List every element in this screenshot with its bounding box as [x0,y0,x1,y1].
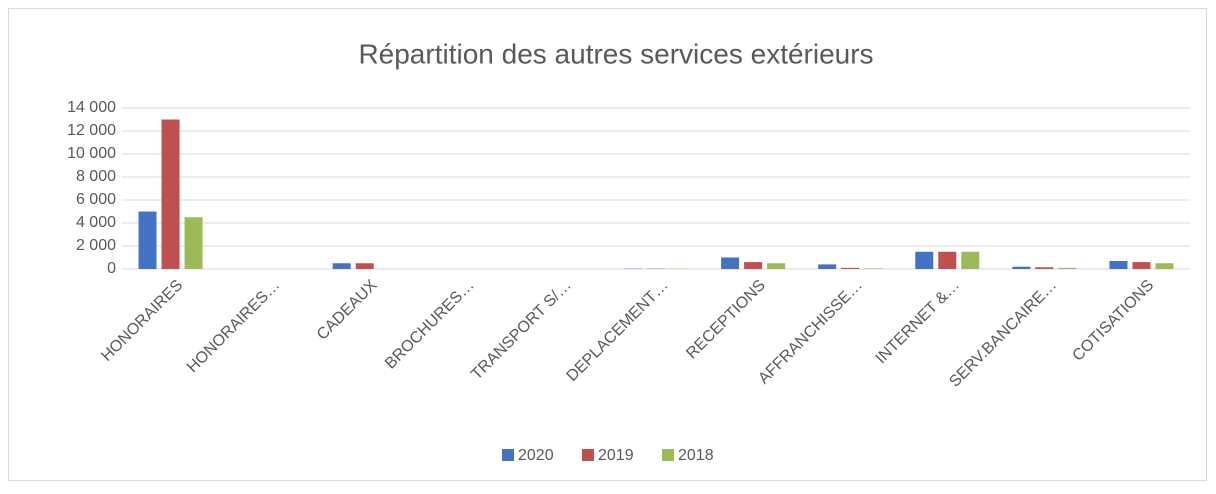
legend-swatch [582,449,594,461]
bar [1132,262,1150,269]
y-tick-label: 6 000 [76,191,116,208]
y-tick-label: 10 000 [67,145,116,162]
bar [767,263,785,269]
bar [938,252,956,269]
bar [721,258,739,270]
y-tick-label: 14 000 [67,99,116,116]
bar [333,263,351,269]
bar [818,264,836,269]
bar [185,217,203,269]
y-tick-label: 0 [107,260,116,277]
y-tick-label: 8 000 [76,168,116,185]
legend-swatch [662,449,674,461]
chart-title: Répartition des autres services extérieu… [358,38,873,69]
bar [1155,263,1173,269]
bar [744,262,762,269]
y-tick-label: 2 000 [76,237,116,254]
bar [1012,267,1030,269]
y-tick-label: 12 000 [67,122,116,139]
bar [841,268,859,269]
bar [139,212,157,270]
bar [961,252,979,269]
bar [915,252,933,269]
bar [864,268,882,269]
bar [1035,267,1053,269]
bar [356,263,374,269]
legend-label: 2019 [598,447,634,464]
bar [162,120,180,270]
legend-label: 2020 [518,447,554,464]
legend-swatch [502,449,514,461]
bar [1109,261,1127,269]
bar [1058,268,1076,269]
legend-label: 2018 [678,447,714,464]
y-tick-label: 4 000 [76,214,116,231]
